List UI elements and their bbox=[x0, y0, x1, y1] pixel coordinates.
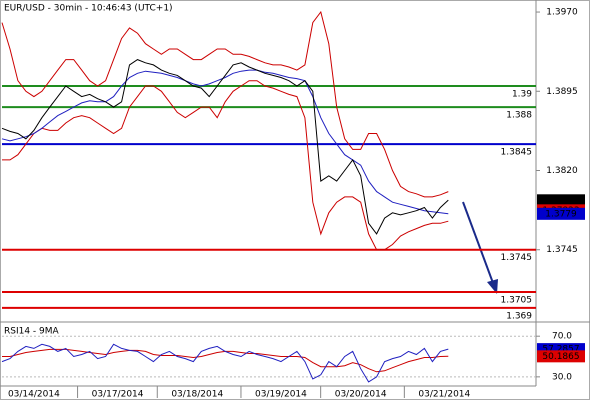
trend-arrow bbox=[462, 201, 494, 284]
x-tick-label: 03/14/2014 bbox=[8, 390, 60, 400]
level-label: 1.3705 bbox=[501, 296, 533, 306]
series-line bbox=[1, 10, 449, 198]
series-line bbox=[1, 59, 449, 235]
y-tick-label: 1.3895 bbox=[546, 87, 578, 97]
y-tick-label: 1.3820 bbox=[546, 166, 578, 176]
level-label: 1.369 bbox=[506, 311, 532, 321]
price-tag bbox=[537, 194, 585, 207]
series-line bbox=[1, 69, 449, 215]
price-tag-label: 1.3779 bbox=[545, 209, 577, 219]
price-tag-label: 1.37918 bbox=[542, 196, 579, 206]
series-line bbox=[1, 343, 449, 383]
price-tag bbox=[537, 350, 585, 363]
price-tag bbox=[537, 207, 585, 220]
y-tick-label: 70.0 bbox=[552, 332, 572, 342]
trend-arrow-head bbox=[487, 279, 498, 294]
chart-title: EUR/USD - 30min - 10:46:43 (UTC+1) bbox=[4, 4, 173, 14]
series-line bbox=[2, 80, 449, 251]
price-tag-label: 57.2857 bbox=[542, 345, 579, 355]
level-label: 1.3845 bbox=[501, 148, 533, 158]
level-label: 1.388 bbox=[506, 111, 532, 121]
y-tick-label: 1.3745 bbox=[546, 245, 578, 255]
level-label: 1.3745 bbox=[501, 253, 533, 263]
rsi-title: RSI14 - 9MA bbox=[4, 327, 60, 337]
x-tick-label: 03/20/2014 bbox=[335, 390, 387, 400]
price-tag-label: 50.1865 bbox=[542, 352, 579, 362]
x-tick-label: 03/21/2014 bbox=[418, 390, 470, 400]
y-tick-label: 30.0 bbox=[552, 372, 572, 382]
x-tick-label: 03/19/2014 bbox=[255, 390, 307, 400]
y-tick-label: 1.3970 bbox=[546, 8, 578, 18]
x-tick-label: 03/18/2014 bbox=[171, 390, 223, 400]
x-tick-label: 03/17/2014 bbox=[92, 390, 144, 400]
level-label: 1.39 bbox=[512, 89, 532, 99]
